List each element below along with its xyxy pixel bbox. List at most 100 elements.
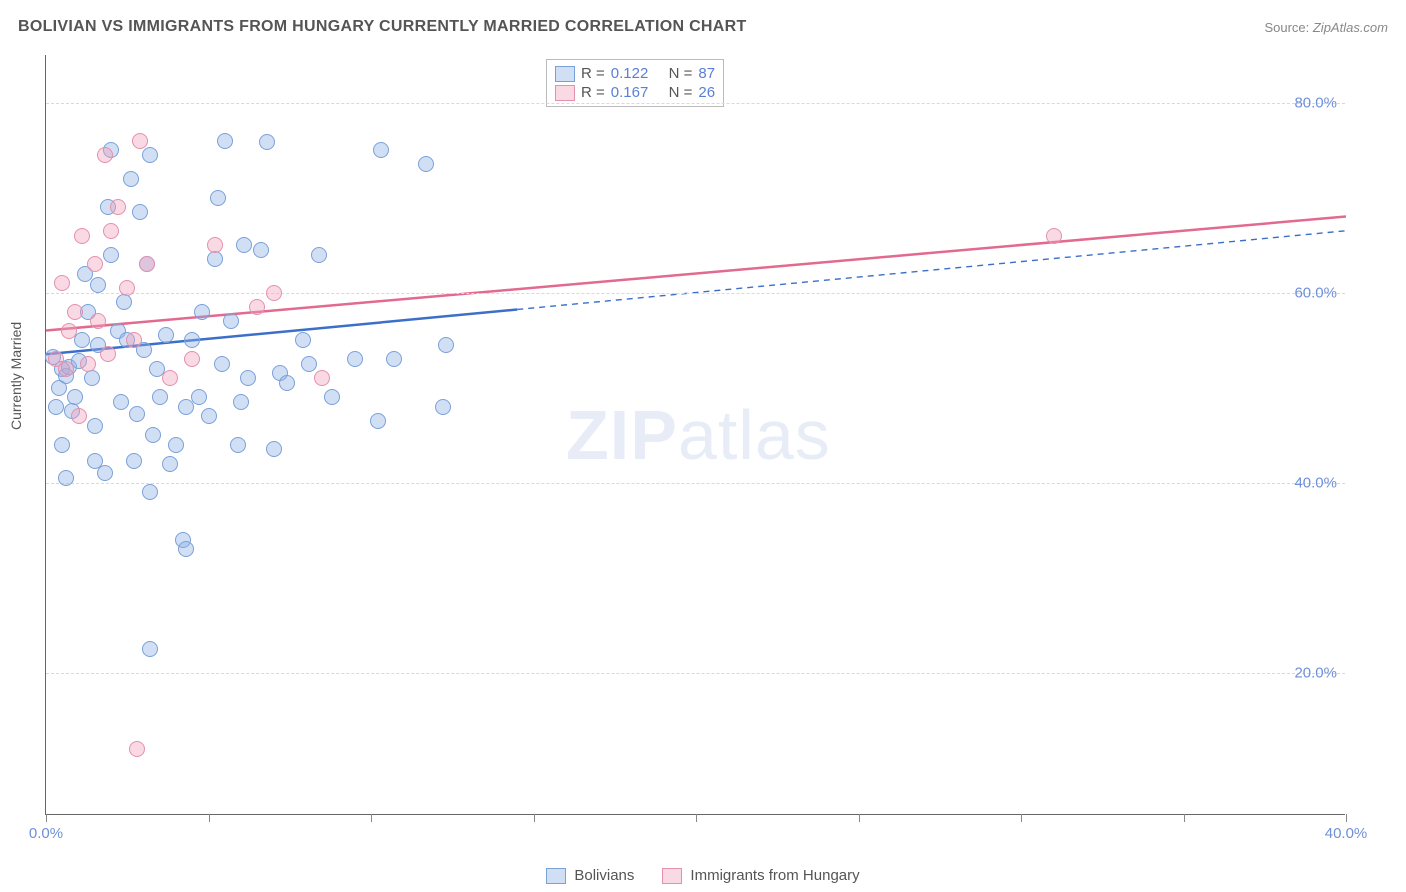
source-prefix: Source: (1264, 20, 1312, 35)
x-tick-label: 0.0% (29, 825, 63, 842)
y-tick-label: 20.0% (1294, 664, 1337, 681)
data-point (142, 484, 158, 500)
data-point (324, 389, 340, 405)
data-point (230, 437, 246, 453)
regression-lines (46, 55, 1346, 815)
r-label: R = (581, 65, 605, 82)
data-point (279, 375, 295, 391)
correlation-row: R = 0.122 N = 87 (555, 64, 715, 83)
data-point (123, 171, 139, 187)
data-point (132, 204, 148, 220)
data-point (126, 332, 142, 348)
data-point (90, 277, 106, 293)
data-point (87, 256, 103, 272)
x-tick-mark (859, 814, 860, 822)
n-value: 26 (698, 84, 715, 101)
y-tick-label: 40.0% (1294, 474, 1337, 491)
swatch-icon (546, 868, 566, 884)
data-point (214, 356, 230, 372)
correlation-row: R = 0.167 N = 26 (555, 83, 715, 102)
data-point (110, 199, 126, 215)
data-point (162, 456, 178, 472)
data-point (418, 156, 434, 172)
swatch-icon (662, 868, 682, 884)
data-point (266, 441, 282, 457)
data-point (100, 346, 116, 362)
data-point (129, 406, 145, 422)
gridline (46, 673, 1345, 674)
data-point (217, 133, 233, 149)
data-point (142, 641, 158, 657)
data-point (191, 389, 207, 405)
data-point (126, 453, 142, 469)
n-label: N = (669, 84, 693, 101)
y-axis-label: Currently Married (8, 322, 24, 430)
data-point (435, 399, 451, 415)
data-point (116, 294, 132, 310)
data-point (71, 408, 87, 424)
data-point (347, 351, 363, 367)
data-point (97, 465, 113, 481)
x-tick-label: 40.0% (1325, 825, 1368, 842)
legend-item: Immigrants from Hungary (662, 867, 859, 884)
swatch-icon (555, 66, 575, 82)
swatch-icon (555, 85, 575, 101)
gridline (46, 103, 1345, 104)
y-tick-label: 80.0% (1294, 94, 1337, 111)
data-point (373, 142, 389, 158)
chart-source: Source: ZipAtlas.com (1264, 20, 1388, 35)
gridline (46, 293, 1345, 294)
data-point (168, 437, 184, 453)
data-point (103, 223, 119, 239)
data-point (119, 280, 135, 296)
data-point (97, 147, 113, 163)
data-point (249, 299, 265, 315)
x-tick-mark (1021, 814, 1022, 822)
y-tick-label: 60.0% (1294, 284, 1337, 301)
data-point (152, 389, 168, 405)
source-link[interactable]: ZipAtlas.com (1313, 20, 1388, 35)
data-point (295, 332, 311, 348)
data-point (259, 134, 275, 150)
data-point (240, 370, 256, 386)
data-point (1046, 228, 1062, 244)
data-point (80, 356, 96, 372)
data-point (210, 190, 226, 206)
data-point (311, 247, 327, 263)
data-point (233, 394, 249, 410)
chart-title: BOLIVIAN VS IMMIGRANTS FROM HUNGARY CURR… (18, 18, 747, 36)
watermark-light: atlas (678, 396, 831, 474)
r-value: 0.122 (611, 65, 649, 82)
n-value: 87 (698, 65, 715, 82)
n-label: N = (669, 65, 693, 82)
data-point (103, 247, 119, 263)
data-point (61, 323, 77, 339)
x-tick-mark (1184, 814, 1185, 822)
legend-item: Bolivians (546, 867, 634, 884)
data-point (129, 741, 145, 757)
data-point (158, 327, 174, 343)
x-tick-mark (696, 814, 697, 822)
data-point (48, 399, 64, 415)
data-point (145, 427, 161, 443)
data-point (314, 370, 330, 386)
data-point (184, 351, 200, 367)
data-point (194, 304, 210, 320)
data-point (386, 351, 402, 367)
watermark-bold: ZIP (566, 396, 678, 474)
data-point (74, 332, 90, 348)
r-value: 0.167 (611, 84, 649, 101)
data-point (162, 370, 178, 386)
data-point (113, 394, 129, 410)
data-point (178, 541, 194, 557)
data-point (207, 237, 223, 253)
data-point (74, 228, 90, 244)
x-tick-mark (534, 814, 535, 822)
data-point (139, 256, 155, 272)
data-point (301, 356, 317, 372)
data-point (54, 437, 70, 453)
data-point (438, 337, 454, 353)
scatter-plot-area: ZIPatlas R = 0.122 N = 87 R = 0.167 N = … (45, 55, 1345, 815)
r-label: R = (581, 84, 605, 101)
data-point (54, 275, 70, 291)
